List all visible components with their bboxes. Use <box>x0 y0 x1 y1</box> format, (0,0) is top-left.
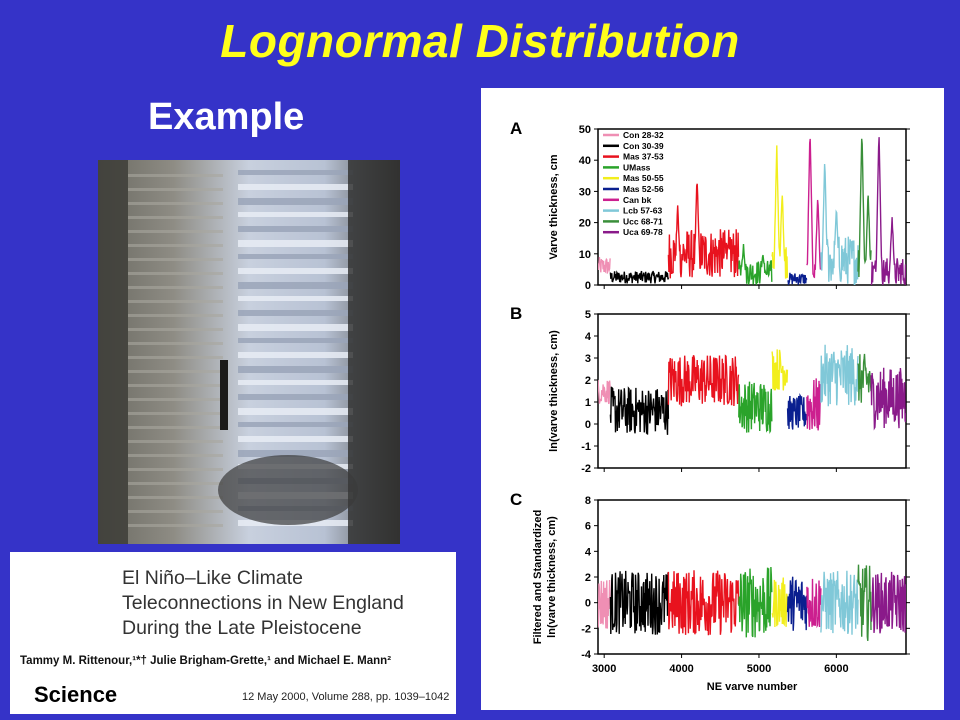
y-axis-label: Filtered and Standardized <box>532 510 544 644</box>
series-line-umass <box>738 381 773 434</box>
legend-entry: Lcb 57-63 <box>623 206 662 216</box>
y-tick-label: -2 <box>581 623 591 635</box>
series-line-con-30-39 <box>609 386 670 435</box>
y-tick-label: 40 <box>579 155 591 167</box>
legend-entry: Mas 50-55 <box>623 173 664 183</box>
series-line-can-bk <box>806 138 822 279</box>
legend-entry: Con 30-39 <box>623 141 664 151</box>
series-line-ucc-68-71 <box>857 564 872 641</box>
series-line-lcb-57-63 <box>820 570 859 635</box>
paper-title: El Niño–Like Climate Teleconnections in … <box>122 566 452 641</box>
y-tick-label: 0 <box>585 280 591 292</box>
y-tick-label: -4 <box>581 649 592 661</box>
x-tick-label: 5000 <box>747 663 771 675</box>
legend-entry: Can bk <box>623 195 652 205</box>
series-line-mas-37-53 <box>667 570 740 636</box>
series-line-mas-52-56 <box>786 392 808 430</box>
varve-sediment-core-photo <box>98 160 400 544</box>
y-tick-label: 3 <box>585 353 591 365</box>
y-tick-label: 1 <box>585 397 591 409</box>
x-tick-label: 6000 <box>824 663 848 675</box>
paper-citation-card: El Niño–Like Climate Teleconnections in … <box>10 552 456 714</box>
paper-title-line: During the Late Pleistocene <box>122 617 362 639</box>
y-tick-label: 10 <box>579 249 591 261</box>
paper-title-line: Teleconnections in New England <box>122 592 404 614</box>
y-axis-label: Varve thickness, cm <box>548 154 560 259</box>
x-tick-label: 3000 <box>592 663 616 675</box>
series-line-uca-69-78 <box>870 367 906 431</box>
series-line-can-bk <box>806 378 822 431</box>
series-line-con-30-39 <box>609 270 670 284</box>
panel-frame <box>597 313 907 469</box>
y-tick-label: 30 <box>579 186 591 198</box>
y-tick-label: 4 <box>585 331 592 343</box>
paper-authors: Tammy M. Rittenour,¹*† Julie Brigham-Gre… <box>20 655 392 667</box>
panel-letter: C <box>510 490 522 509</box>
y-tick-label: 50 <box>579 124 591 136</box>
y-tick-label: 2 <box>585 572 591 584</box>
x-axis-label: NE varve number <box>707 681 798 693</box>
y-axis-label: ln(varve thickness, cm) <box>548 330 560 452</box>
y-tick-label: 2 <box>585 375 591 387</box>
y-tick-label: 6 <box>585 521 591 533</box>
y-tick-label: 5 <box>585 309 591 321</box>
varve-chart-figure: A 0 10 20 30 40 50 Varve thickness, cm B -2 -1 0 1 2 3… <box>481 88 944 710</box>
journal-name: Science <box>34 682 118 707</box>
varve-core-photo <box>98 160 400 544</box>
series-line-mas-50-55 <box>771 145 789 279</box>
y-axis-label: ln(varve thickness, cm) <box>546 516 558 638</box>
paper-citation: 12 May 2000, Volume 288, pp. 1039–1042 <box>242 691 450 703</box>
series-line-umass <box>738 566 773 638</box>
series-line-ucc-68-71 <box>857 138 872 278</box>
series-line-con-28-32 <box>598 256 611 274</box>
y-tick-label: 0 <box>585 598 591 610</box>
series-line-mas-52-56 <box>786 576 808 631</box>
series-line-uca-69-78 <box>870 571 906 634</box>
slide-subtitle: Example <box>148 96 305 138</box>
legend-entry: Mas 37-53 <box>623 152 664 162</box>
legend-entry: Uca 69-78 <box>623 227 663 237</box>
series-line-lcb-57-63 <box>820 344 859 407</box>
series-line-umass <box>738 243 773 285</box>
series-line-can-bk <box>806 578 822 629</box>
y-tick-label: 0 <box>585 419 591 431</box>
series-line-mas-50-55 <box>771 349 789 391</box>
series-line-con-28-32 <box>598 579 611 629</box>
series-line-uca-69-78 <box>870 137 906 285</box>
y-tick-label: 8 <box>585 495 591 507</box>
series-line-ucc-68-71 <box>857 353 872 403</box>
legend-entry: Mas 52-56 <box>623 184 664 194</box>
y-tick-label: -1 <box>581 441 591 453</box>
series-line-mas-50-55 <box>771 577 789 628</box>
legend-entry: UMass <box>623 162 651 172</box>
legend-entry: Ucc 68-71 <box>623 216 663 226</box>
panel-frame <box>597 128 907 286</box>
series-line-mas-52-56 <box>787 272 808 285</box>
paper-title-line: El Niño–Like Climate <box>122 567 303 589</box>
series-line-con-28-32 <box>598 379 611 405</box>
series-line-lcb-57-63 <box>820 163 859 285</box>
series-line-con-30-39 <box>609 570 670 635</box>
slide-title: Lognormal Distribution <box>220 15 740 67</box>
series-line-mas-37-53 <box>667 354 740 407</box>
series-line-mas-37-53 <box>667 183 740 279</box>
y-tick-label: 4 <box>585 546 592 558</box>
panel-letter: A <box>510 119 522 138</box>
x-tick-label: 4000 <box>669 663 693 675</box>
panel-letter: B <box>510 304 522 323</box>
legend-entry: Con 28-32 <box>623 130 664 140</box>
y-tick-label: -2 <box>581 463 591 475</box>
y-tick-label: 20 <box>579 218 591 230</box>
